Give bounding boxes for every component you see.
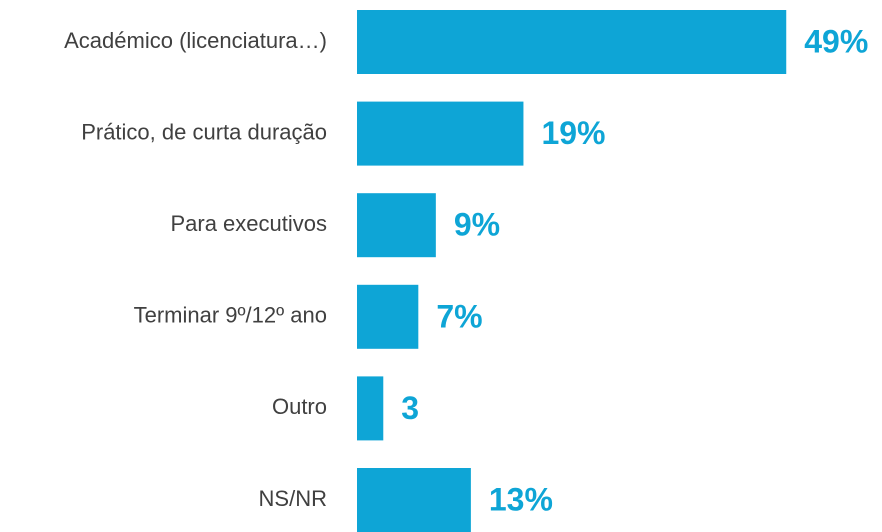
bar (357, 10, 787, 74)
value-label: 3 (401, 390, 419, 426)
category-label: Para executivos (170, 211, 327, 236)
category-label: Prático, de curta duração (81, 119, 327, 144)
value-label: 9% (454, 207, 500, 243)
category-label: Académico (licenciatura…) (64, 28, 327, 53)
value-label: 7% (436, 298, 482, 334)
value-label: 19% (541, 115, 605, 151)
bar (357, 376, 384, 441)
bar (357, 284, 419, 349)
value-label: 13% (489, 481, 553, 517)
value-label: 49% (804, 23, 868, 59)
category-label: NS/NR (259, 486, 327, 511)
bar (357, 468, 471, 532)
category-label: Outro (272, 394, 327, 419)
bar (357, 101, 524, 166)
category-label: Terminar 9º/12º ano (134, 303, 327, 328)
bar (357, 193, 436, 258)
